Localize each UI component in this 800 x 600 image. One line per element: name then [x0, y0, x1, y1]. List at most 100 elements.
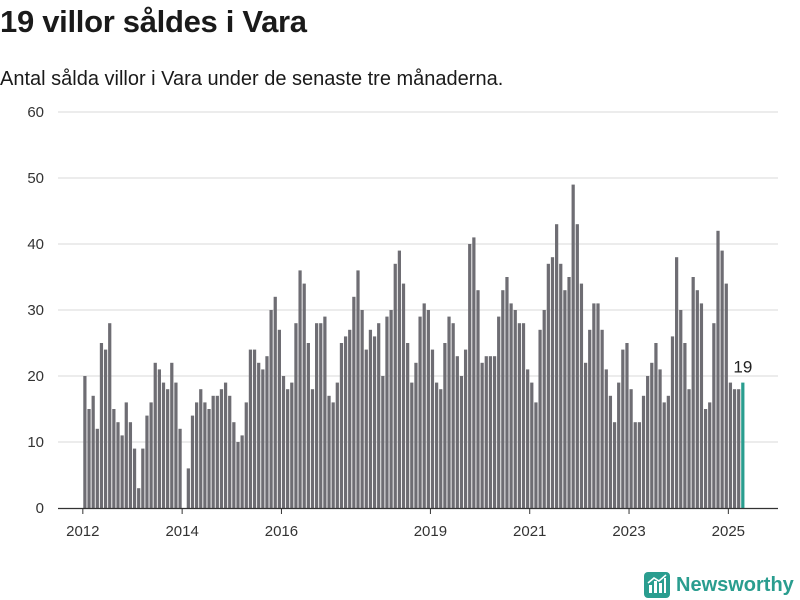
bar-value-label: 19 [733, 358, 752, 377]
bar [339, 343, 344, 508]
chart-title: 19 villor såldes i Vara [0, 4, 307, 39]
bar [261, 369, 265, 508]
bar [728, 382, 733, 508]
x-tick-label: 2021 [513, 523, 546, 540]
bar [397, 250, 401, 508]
bar [712, 323, 716, 508]
bar [352, 296, 356, 508]
bar [389, 310, 393, 508]
chart-subtitle: Antal sålda villor i Vara under de senas… [0, 68, 504, 90]
bar-latest [741, 382, 745, 508]
y-tick-label: 60 [27, 104, 44, 121]
bar [550, 257, 555, 508]
bar [141, 448, 145, 508]
bar [323, 316, 327, 508]
bar [625, 343, 629, 508]
bar [170, 362, 174, 508]
bar [612, 422, 617, 508]
x-tick-label: 2012 [66, 523, 99, 540]
newsworthy-logo-icon [644, 572, 670, 598]
bar [286, 389, 290, 508]
bar [132, 448, 137, 508]
bar [571, 184, 575, 508]
y-tick-label: 10 [27, 434, 44, 451]
bar [166, 389, 170, 508]
bar [223, 382, 228, 508]
bar [137, 488, 141, 508]
bar [178, 428, 182, 508]
bar [621, 349, 625, 508]
y-tick-label: 40 [27, 236, 44, 253]
bar [331, 402, 335, 508]
bar [124, 402, 128, 508]
x-tick-label: 2014 [165, 523, 198, 540]
bar [513, 310, 517, 508]
bar [439, 389, 443, 508]
bar [310, 389, 315, 508]
bar [103, 349, 108, 508]
bar [476, 290, 480, 508]
bar [703, 409, 708, 508]
bar [199, 389, 203, 508]
bar [708, 402, 712, 508]
bar [538, 329, 542, 508]
bar [650, 362, 654, 508]
bar [559, 263, 563, 508]
bar [364, 349, 368, 508]
bar [716, 230, 720, 509]
brand-name: Newsworthy [676, 573, 794, 596]
bar [290, 382, 294, 508]
y-tick-label: 30 [27, 302, 44, 319]
bar [583, 362, 588, 508]
bar [195, 402, 199, 508]
bar [617, 382, 621, 508]
bar [219, 389, 224, 508]
bar [526, 369, 530, 508]
bar [269, 310, 273, 508]
bar [633, 422, 637, 508]
bar [348, 329, 352, 508]
bar [654, 343, 658, 508]
brand-logo[interactable]: Newsworthy [644, 571, 794, 599]
bar [190, 415, 195, 508]
bar [472, 237, 476, 508]
bar [501, 290, 505, 508]
bar [91, 395, 95, 508]
bar [215, 395, 219, 508]
bar [108, 323, 112, 508]
bar [567, 277, 571, 508]
bar [157, 369, 161, 508]
bar [153, 362, 157, 508]
x-tick-label: 2016 [265, 523, 298, 540]
bar [629, 389, 633, 508]
bar [356, 270, 360, 508]
bar [534, 402, 538, 508]
bar [530, 382, 534, 508]
bar [302, 283, 306, 508]
bar [521, 323, 526, 508]
bar [604, 369, 608, 508]
bar [646, 376, 650, 508]
bar [691, 277, 695, 508]
y-axis-ticks: 0 10 20 30 40 50 60 [27, 104, 44, 517]
bar [435, 382, 439, 508]
bar [161, 382, 166, 508]
bar [145, 415, 149, 508]
x-tick-label: 2025 [712, 523, 745, 540]
bar [368, 329, 373, 508]
bar [236, 442, 240, 508]
bar [555, 224, 559, 508]
bar [488, 356, 493, 508]
bar [670, 336, 675, 508]
y-tick-label: 20 [27, 368, 44, 385]
bar [315, 323, 319, 508]
bar [699, 303, 704, 508]
bar [592, 303, 596, 508]
bar [83, 376, 87, 508]
bar [641, 395, 646, 508]
bar [443, 343, 447, 508]
bar [252, 349, 257, 508]
bar [281, 376, 286, 508]
bar [248, 349, 253, 508]
bar [455, 356, 459, 508]
